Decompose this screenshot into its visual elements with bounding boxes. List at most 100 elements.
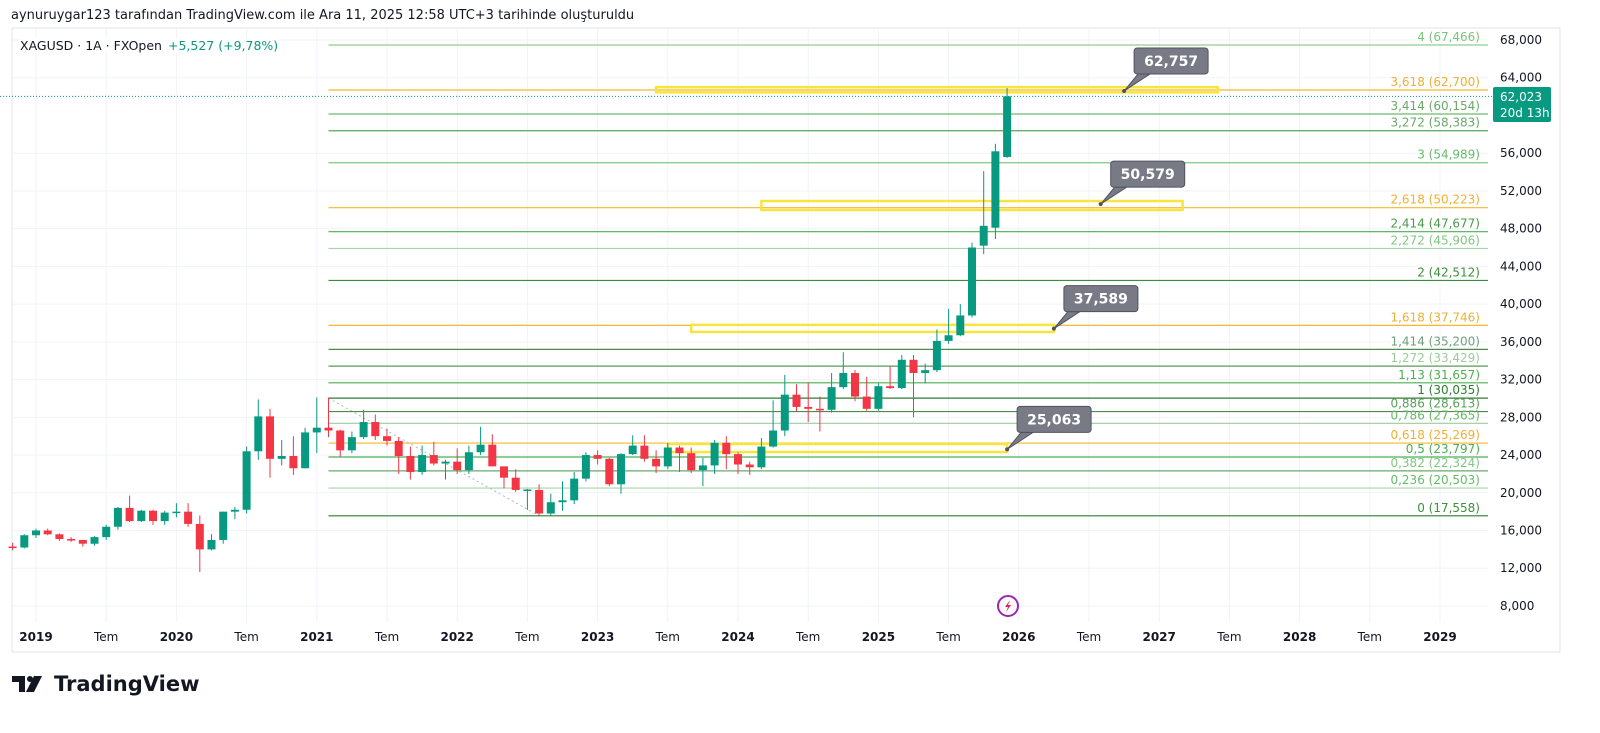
candle [617,453,625,494]
candle-body [277,455,286,459]
time-tick-label: Tem [93,630,118,644]
candle [20,534,29,549]
candle [441,459,450,480]
candle [874,383,883,411]
fib-level-label: 3 (54,989) [1417,148,1480,162]
candle-body [266,416,274,459]
candle-body [359,422,368,438]
price-tick-label: 40,000 [1500,297,1542,311]
price-callout[interactable]: 62,757 [1122,47,1209,93]
fib-level-label: 1,272 (33,429) [1390,351,1480,365]
chart-frame [11,27,1561,653]
candle [734,452,742,474]
candle [500,466,508,489]
candle-body [383,436,391,441]
candle [160,510,169,525]
candle-body [921,370,930,373]
callout-box [1063,285,1139,313]
candle-body [745,464,754,468]
highlight-zone[interactable] [760,199,1184,212]
candle [312,397,321,454]
logo-text: TradingView [54,672,200,696]
candle-body [324,427,333,431]
time-tick-label: 2024 [721,630,754,644]
callout-label: 37,589 [1074,292,1128,308]
candle-body [464,452,473,471]
candle [570,472,579,505]
time-tick-label: Tem [795,630,820,644]
candle [932,329,941,373]
fib-level-label: 0,382 (22,324) [1390,456,1480,470]
highlight-zone[interactable] [689,323,1056,334]
candle-body [476,444,485,453]
fib-level-label: 0,786 (27,365) [1390,408,1480,422]
candle [371,414,380,440]
time-tick-label: 2027 [1142,630,1175,644]
candle [184,503,193,527]
candle [652,450,661,473]
candle-body [535,489,544,514]
candle [324,397,333,438]
candle-body [20,535,29,548]
highlight-zone[interactable] [654,85,1219,94]
candle [909,355,918,418]
candle-body [90,537,99,544]
candle-body [839,372,848,388]
candle [511,469,520,492]
candles [8,88,1012,573]
price-callout[interactable]: 37,589 [1051,285,1139,331]
symbol-title: XAGUSD · 1A · FXOpen [20,38,162,53]
price-callout[interactable]: 25,063 [1005,405,1092,452]
candle [745,461,754,475]
candle-body [32,530,40,536]
price-axis[interactable]: 68,000 64,000 56,000 52,000 48,000 44,000 40,0… [1500,33,1542,613]
price-callout[interactable]: 50,579 [1098,160,1186,207]
time-tick-label: Tem [514,630,539,644]
bar-countdown: 20d 13h [1500,106,1550,120]
time-tick-label: Tem [1357,630,1382,644]
callouts[interactable]: 62,757 50,579 37,589 25,063 [1005,47,1209,452]
candle-body [558,500,567,503]
symbol-legend[interactable]: XAGUSD · 1A · FXOpen +5,527 (+9,78%) [20,38,279,53]
candle [43,528,52,536]
fib-level-label: 0,5 (23,797) [1406,442,1480,456]
time-tick-label: Tem [935,630,960,644]
candle-body [734,454,742,465]
time-tick-label: Tem [374,630,399,644]
candle [862,376,871,411]
fib-level-label: 2,618 (50,223) [1390,193,1480,207]
last-price-badge: 62,023 20d 13h [1493,87,1551,122]
highlight-zone[interactable] [666,442,1009,454]
grid [0,28,1493,622]
callout-label: 25,063 [1027,412,1081,428]
time-tick-label: 2022 [440,630,473,644]
callout-box [1110,160,1186,188]
lightning-icon[interactable] [997,595,1019,617]
highlight-zones[interactable] [654,85,1219,454]
tradingview-logo[interactable]: TradingView [12,672,199,696]
candle [464,445,473,474]
time-tick-label: 2023 [581,630,614,644]
candle-body [523,489,532,491]
candle-body [184,511,193,524]
candle-body [500,466,508,478]
price-tick-label: 56,000 [1500,146,1542,160]
price-tick-label: 24,000 [1500,448,1542,462]
time-tick-label: Tem [233,630,258,644]
candle [780,374,789,437]
candle-body [195,523,204,550]
candle-body [874,386,883,409]
candle [359,409,368,440]
time-tick-label: 2028 [1283,630,1316,644]
candle-body [488,444,497,467]
candle-body [897,359,906,389]
candle [242,446,251,514]
candle [558,481,567,511]
time-axis[interactable]: 2019 Tem 2020 Tem 2021 Tem 2022 Tem 2023 Tem 2024 T… [19,630,1456,644]
candle-body [792,394,801,407]
candle-body [605,458,614,485]
callout-label: 62,757 [1144,54,1198,70]
candle [125,495,134,523]
candle-body [932,340,941,371]
